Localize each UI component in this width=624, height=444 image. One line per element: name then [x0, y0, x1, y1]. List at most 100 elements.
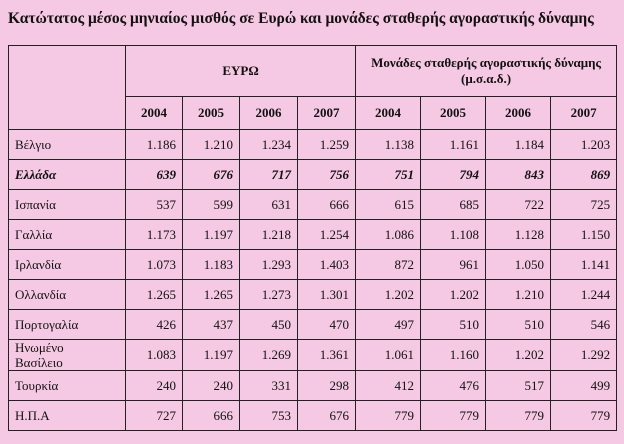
- value-cell: 1.173: [125, 219, 183, 250]
- value-cell: 1.210: [485, 279, 552, 310]
- data-row: Ελλάδα 639 676 717 756 751 794 843 869: [8, 159, 618, 190]
- country-cell: Ιρλανδία: [8, 249, 126, 280]
- value-cell: 722: [485, 189, 552, 220]
- data-row: Ολλανδία 1.265 1.265 1.273 1.301 1.202 1.202 1.…: [8, 279, 618, 310]
- country-cell: Ισπανία: [8, 189, 126, 220]
- value-cell: 1.234: [239, 129, 298, 160]
- value-cell: 1.403: [296, 249, 357, 280]
- country-cell: Τουρκία: [8, 370, 126, 401]
- value-cell: 450: [239, 309, 298, 340]
- year-header: 2005: [182, 96, 240, 130]
- value-cell: 497: [355, 309, 422, 340]
- value-cell: 240: [125, 370, 183, 401]
- year-header: 2007: [550, 96, 618, 130]
- value-cell: 1.184: [485, 129, 552, 160]
- value-cell: 717: [239, 159, 298, 190]
- value-cell: 1.203: [550, 129, 618, 160]
- value-cell: 753: [239, 400, 298, 431]
- value-cell: 1.138: [355, 129, 422, 160]
- value-cell: 537: [125, 189, 183, 220]
- corner-cell: [8, 45, 126, 130]
- value-cell: 1.269: [239, 339, 298, 371]
- value-cell: 1.128: [485, 219, 552, 250]
- year-header: 2004: [355, 96, 422, 130]
- value-cell: 843: [485, 159, 552, 190]
- value-cell: 1.202: [485, 339, 552, 371]
- country-cell: Ηνωμένο Βασίλειο: [8, 339, 126, 371]
- value-cell: 1.244: [550, 279, 618, 310]
- data-row: Η.Π.Α 727 666 753 676 779 779 779 779: [8, 400, 618, 431]
- value-cell: 779: [355, 400, 422, 431]
- value-cell: 1.202: [420, 279, 487, 310]
- value-cell: 599: [182, 189, 240, 220]
- value-cell: 240: [182, 370, 240, 401]
- value-cell: 751: [355, 159, 422, 190]
- value-cell: 872: [355, 249, 422, 280]
- value-cell: 1.197: [182, 219, 240, 250]
- value-cell: 685: [420, 189, 487, 220]
- value-cell: 676: [296, 400, 357, 431]
- group-header: Μονάδες σταθερής αγοραστικής δύναμης (μ.…: [355, 45, 618, 97]
- value-cell: 615: [355, 189, 422, 220]
- year-header: 2005: [420, 96, 487, 130]
- value-cell: 1.301: [296, 279, 357, 310]
- value-cell: 1.197: [182, 339, 240, 371]
- value-cell: 499: [550, 370, 618, 401]
- value-cell: 546: [550, 309, 618, 340]
- value-cell: 1.254: [296, 219, 357, 250]
- data-row: Βέλγιο 1.186 1.210 1.234 1.259 1.138 1.161 1.18…: [8, 129, 618, 160]
- country-cell: Ολλανδία: [8, 279, 126, 310]
- year-header: 2007: [296, 96, 357, 130]
- value-cell: 779: [550, 400, 618, 431]
- year-header: 2004: [125, 96, 183, 130]
- data-row: Ηνωμένο Βασίλειο 1.083 1.197 1.269 1.361 1.06…: [8, 339, 618, 371]
- value-cell: 476: [420, 370, 487, 401]
- value-cell: 412: [355, 370, 422, 401]
- value-cell: 869: [550, 159, 618, 190]
- year-header: 2006: [239, 96, 298, 130]
- country-cell: Ελλάδα: [8, 159, 126, 190]
- value-cell: 1.073: [125, 249, 183, 280]
- table-body: Βέλγιο 1.186 1.210 1.234 1.259 1.138 1.161 1.18…: [8, 129, 618, 431]
- country-cell: Γαλλία: [8, 219, 126, 250]
- value-cell: 1.161: [420, 129, 487, 160]
- country-cell: Βέλγιο: [8, 129, 126, 160]
- value-cell: 1.083: [125, 339, 183, 371]
- value-cell: 961: [420, 249, 487, 280]
- group-header: ΕΥΡΩ: [124, 45, 357, 97]
- value-cell: 1.160: [420, 339, 487, 371]
- value-cell: 666: [182, 400, 240, 431]
- value-cell: 1.218: [239, 219, 298, 250]
- value-cell: 1.265: [182, 279, 240, 310]
- title: Κατώτατος μέσος μηνιαίος μισθός σε Ευρώ …: [8, 10, 594, 27]
- value-cell: 1.202: [355, 279, 422, 310]
- value-cell: 331: [239, 370, 298, 401]
- value-cell: 666: [296, 189, 357, 220]
- header-row: ΕΥΡΩ Μονάδες σταθερής αγοραστικής δύναμης…: [8, 45, 618, 130]
- data-row: Γαλλία 1.173 1.197 1.218 1.254 1.086 1.108 1.12…: [8, 219, 618, 250]
- year-header: 2006: [485, 96, 552, 130]
- value-cell: 510: [485, 309, 552, 340]
- value-cell: 1.150: [550, 219, 618, 250]
- value-cell: 1.061: [355, 339, 422, 371]
- country-cell: Η.Π.Α: [8, 400, 126, 431]
- value-cell: 517: [485, 370, 552, 401]
- value-cell: 1.183: [182, 249, 240, 280]
- value-cell: 631: [239, 189, 298, 220]
- value-cell: 1.292: [550, 339, 618, 371]
- value-cell: 676: [182, 159, 240, 190]
- country-cell: Πορτογαλία: [8, 309, 126, 340]
- value-cell: 779: [420, 400, 487, 431]
- table-head: ΕΥΡΩ Μονάδες σταθερής αγοραστικής δύναμης…: [8, 45, 618, 130]
- value-cell: 1.186: [125, 129, 183, 160]
- value-cell: 1.108: [420, 219, 487, 250]
- value-cell: 725: [550, 189, 618, 220]
- year-row: 2004 2005 2006 2007 2004 2005 2006 2007: [9, 96, 618, 130]
- value-cell: 426: [125, 309, 183, 340]
- value-cell: 794: [420, 159, 487, 190]
- value-cell: 727: [125, 400, 183, 431]
- value-cell: 470: [296, 309, 357, 340]
- value-cell: 756: [296, 159, 357, 190]
- value-cell: 510: [420, 309, 487, 340]
